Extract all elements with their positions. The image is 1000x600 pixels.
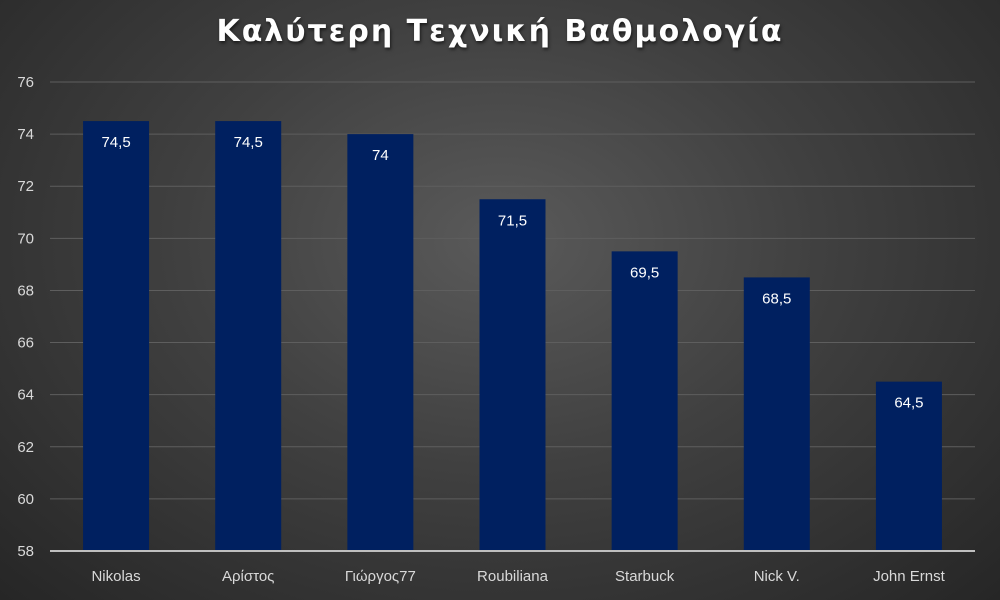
y-tick-label: 62 — [17, 439, 34, 456]
x-tick-label: Αρίστος — [222, 568, 274, 585]
data-label: 74,5 — [101, 134, 130, 151]
data-label: 64,5 — [894, 395, 923, 412]
y-tick-label: 60 — [17, 491, 34, 508]
x-tick-label: Starbuck — [615, 568, 675, 585]
x-tick-label: John Ernst — [873, 568, 946, 585]
y-tick-label: 66 — [17, 335, 34, 352]
data-label: 69,5 — [630, 264, 659, 281]
bar — [743, 277, 810, 551]
x-tick-label: Roubiliana — [477, 568, 549, 585]
bar — [215, 121, 282, 551]
chart-title: Καλύτερη Τεχνική Βαθμολογία — [216, 14, 784, 49]
x-tick-label: Nikolas — [91, 568, 140, 585]
y-tick-label: 58 — [17, 543, 34, 560]
bar — [875, 381, 942, 551]
x-tick-label: Γιώργος77 — [345, 568, 416, 585]
data-label: 74,5 — [234, 134, 263, 151]
data-label: 74 — [372, 147, 389, 164]
data-label: 71,5 — [498, 212, 527, 229]
y-tick-label: 68 — [17, 282, 34, 299]
bar — [83, 121, 150, 551]
bar — [611, 251, 678, 551]
y-tick-label: 70 — [17, 230, 34, 247]
y-tick-label: 64 — [17, 387, 34, 404]
y-tick-label: 72 — [17, 178, 34, 195]
x-tick-label: Nick V. — [754, 568, 800, 585]
y-tick-label: 76 — [17, 74, 34, 91]
y-tick-label: 74 — [17, 126, 34, 143]
data-label: 68,5 — [762, 290, 791, 307]
bar — [347, 134, 414, 551]
bar — [479, 199, 546, 551]
